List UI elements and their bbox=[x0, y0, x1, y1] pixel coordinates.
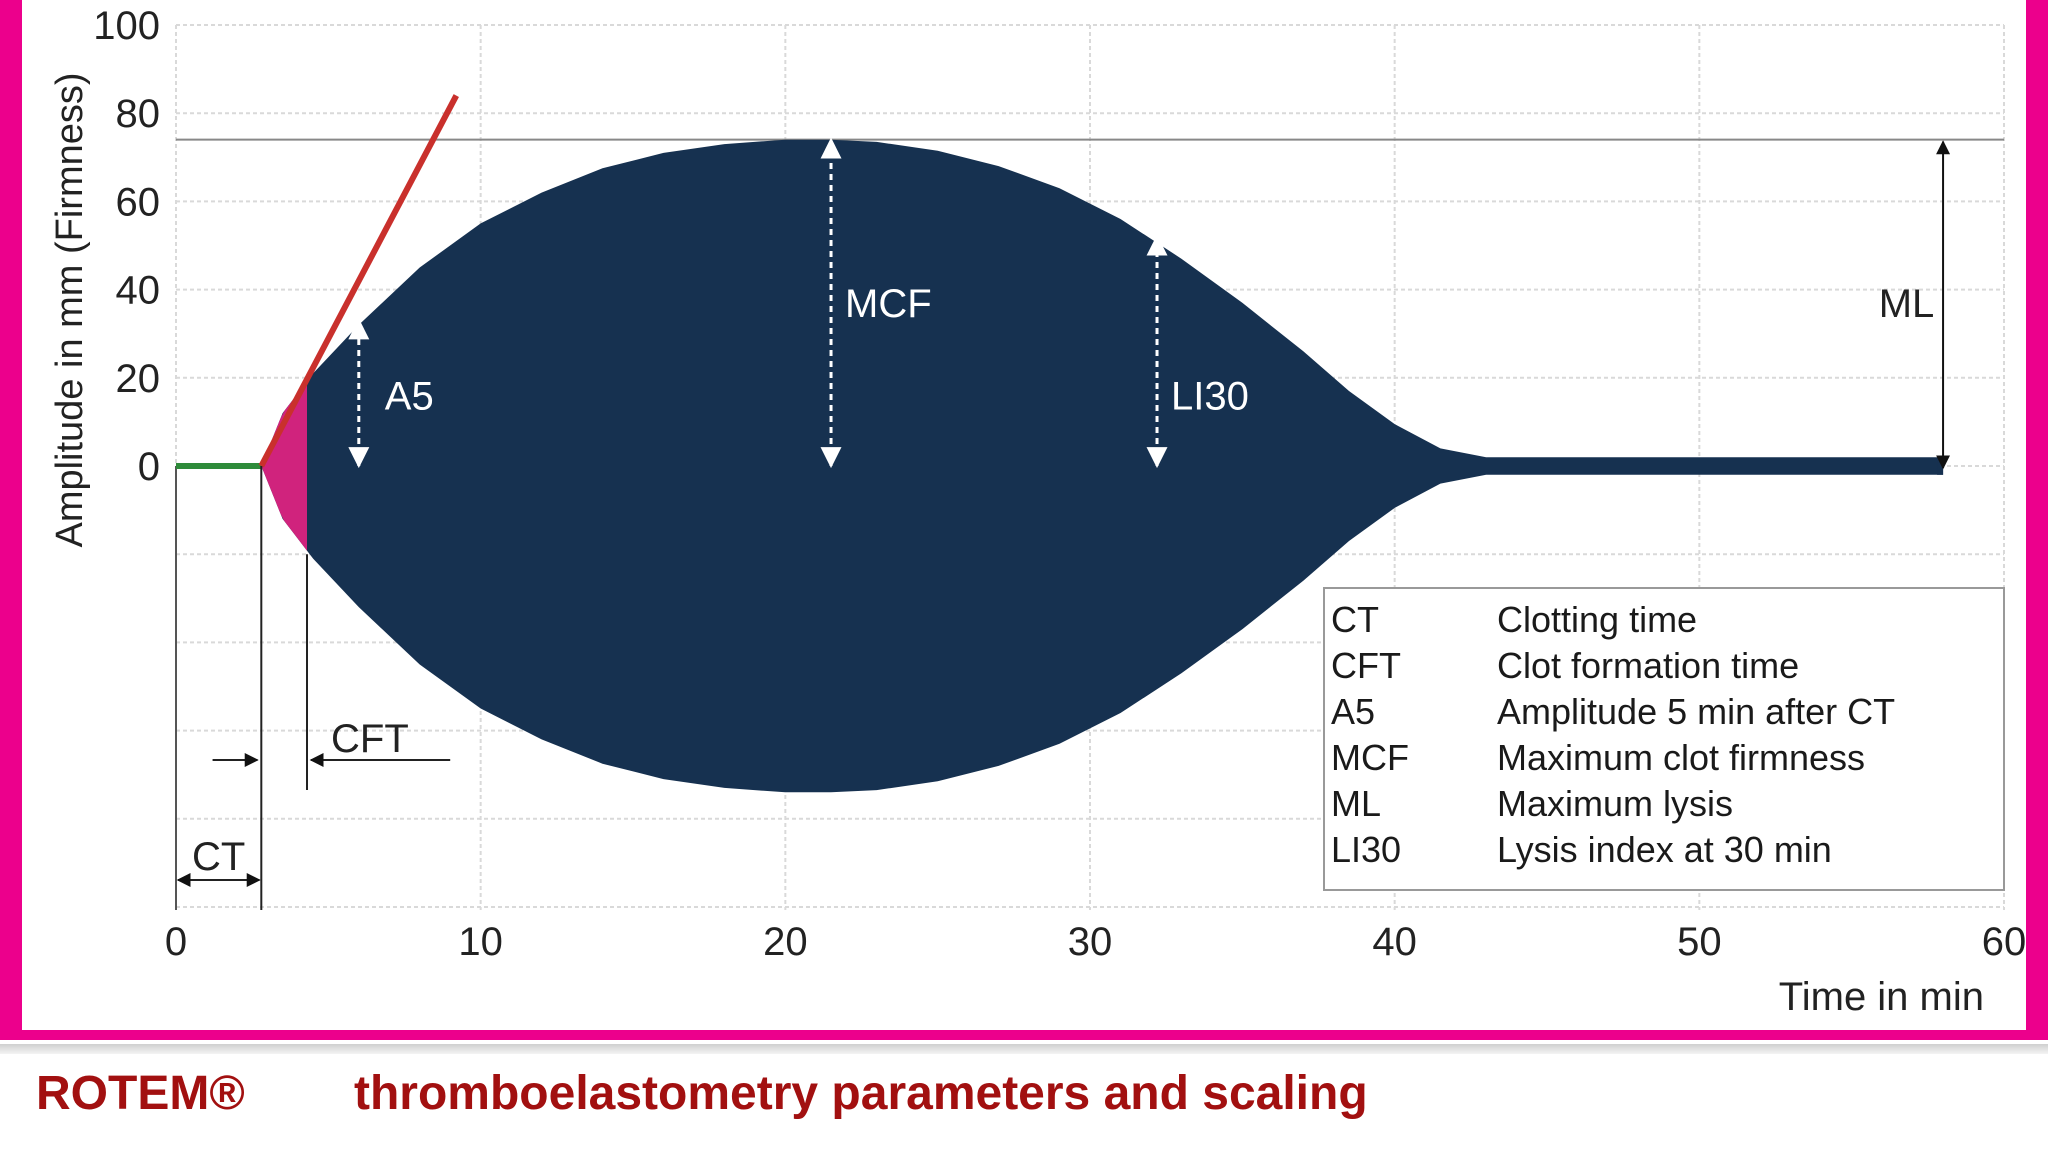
legend-abbr: ML bbox=[1331, 783, 1381, 824]
y-tick-label: 80 bbox=[116, 92, 161, 136]
y-tick-label: 0 bbox=[138, 445, 160, 489]
legend-label: Amplitude 5 min after CT bbox=[1497, 691, 1895, 732]
caption-title: thromboelastometry parameters and scalin… bbox=[354, 1067, 1368, 1120]
legend-abbr: A5 bbox=[1331, 691, 1375, 732]
legend-abbr: CFT bbox=[1331, 645, 1401, 686]
y-tick-label: 60 bbox=[116, 180, 161, 224]
cft-label: CFT bbox=[331, 717, 409, 761]
legend-box bbox=[1323, 587, 2005, 891]
figure-panel: 0 10 20 30 40 50 60 0 20 40 60 80 100 A5 MCF LI30 ML CFT… bbox=[22, 0, 2026, 1030]
trace bbox=[176, 94, 1944, 793]
x-tick-label: 60 bbox=[1982, 920, 2026, 964]
x-tick-label: 10 bbox=[458, 920, 503, 964]
legend-label: Lysis index at 30 min bbox=[1497, 829, 1832, 870]
mcf-label: MCF bbox=[845, 282, 932, 326]
y-tick-label: 40 bbox=[116, 269, 161, 313]
cft-region bbox=[261, 381, 307, 551]
legend-abbr: CT bbox=[1331, 599, 1379, 640]
y-tick-label: 20 bbox=[116, 357, 161, 401]
alpha-angle-line bbox=[258, 94, 459, 468]
legend-label: Maximum clot firmness bbox=[1497, 737, 1865, 778]
ct-label: CT bbox=[192, 835, 245, 879]
a5-label: A5 bbox=[385, 374, 434, 418]
y-axis-title: Amplitude in mm (Firmness) bbox=[49, 72, 91, 547]
y-tick-label: 100 bbox=[93, 4, 160, 48]
legend-label: Maximum lysis bbox=[1497, 783, 1733, 824]
axes: 0 10 20 30 40 50 60 0 20 40 60 80 100 bbox=[93, 4, 2026, 964]
ml-label: ML bbox=[1879, 282, 1935, 326]
legend: CT Clotting time CFT Clot formation time… bbox=[1323, 587, 2005, 891]
clot-firmness-trace bbox=[176, 139, 1944, 793]
legend-label: Clot formation time bbox=[1497, 645, 1799, 686]
legend-abbr: MCF bbox=[1331, 737, 1409, 778]
legend-label: Clotting time bbox=[1497, 599, 1697, 640]
x-tick-label: 50 bbox=[1677, 920, 1722, 964]
x-tick-label: 0 bbox=[165, 920, 187, 964]
annotations: A5 MCF LI30 ML CFT CT bbox=[176, 137, 1951, 910]
rotem-diagram: 0 10 20 30 40 50 60 0 20 40 60 80 100 A5 MCF LI30 ML CFT… bbox=[49, 4, 2026, 1019]
x-tick-label: 40 bbox=[1372, 920, 1417, 964]
legend-abbr: LI30 bbox=[1331, 829, 1401, 870]
footer-rule bbox=[0, 1044, 2048, 1054]
caption-brand: ROTEM® bbox=[36, 1067, 245, 1120]
x-axis-title: Time in min bbox=[1779, 975, 1984, 1019]
x-tick-label: 20 bbox=[763, 920, 808, 964]
x-tick-label: 30 bbox=[1068, 920, 1113, 964]
li30-label: LI30 bbox=[1171, 374, 1249, 418]
